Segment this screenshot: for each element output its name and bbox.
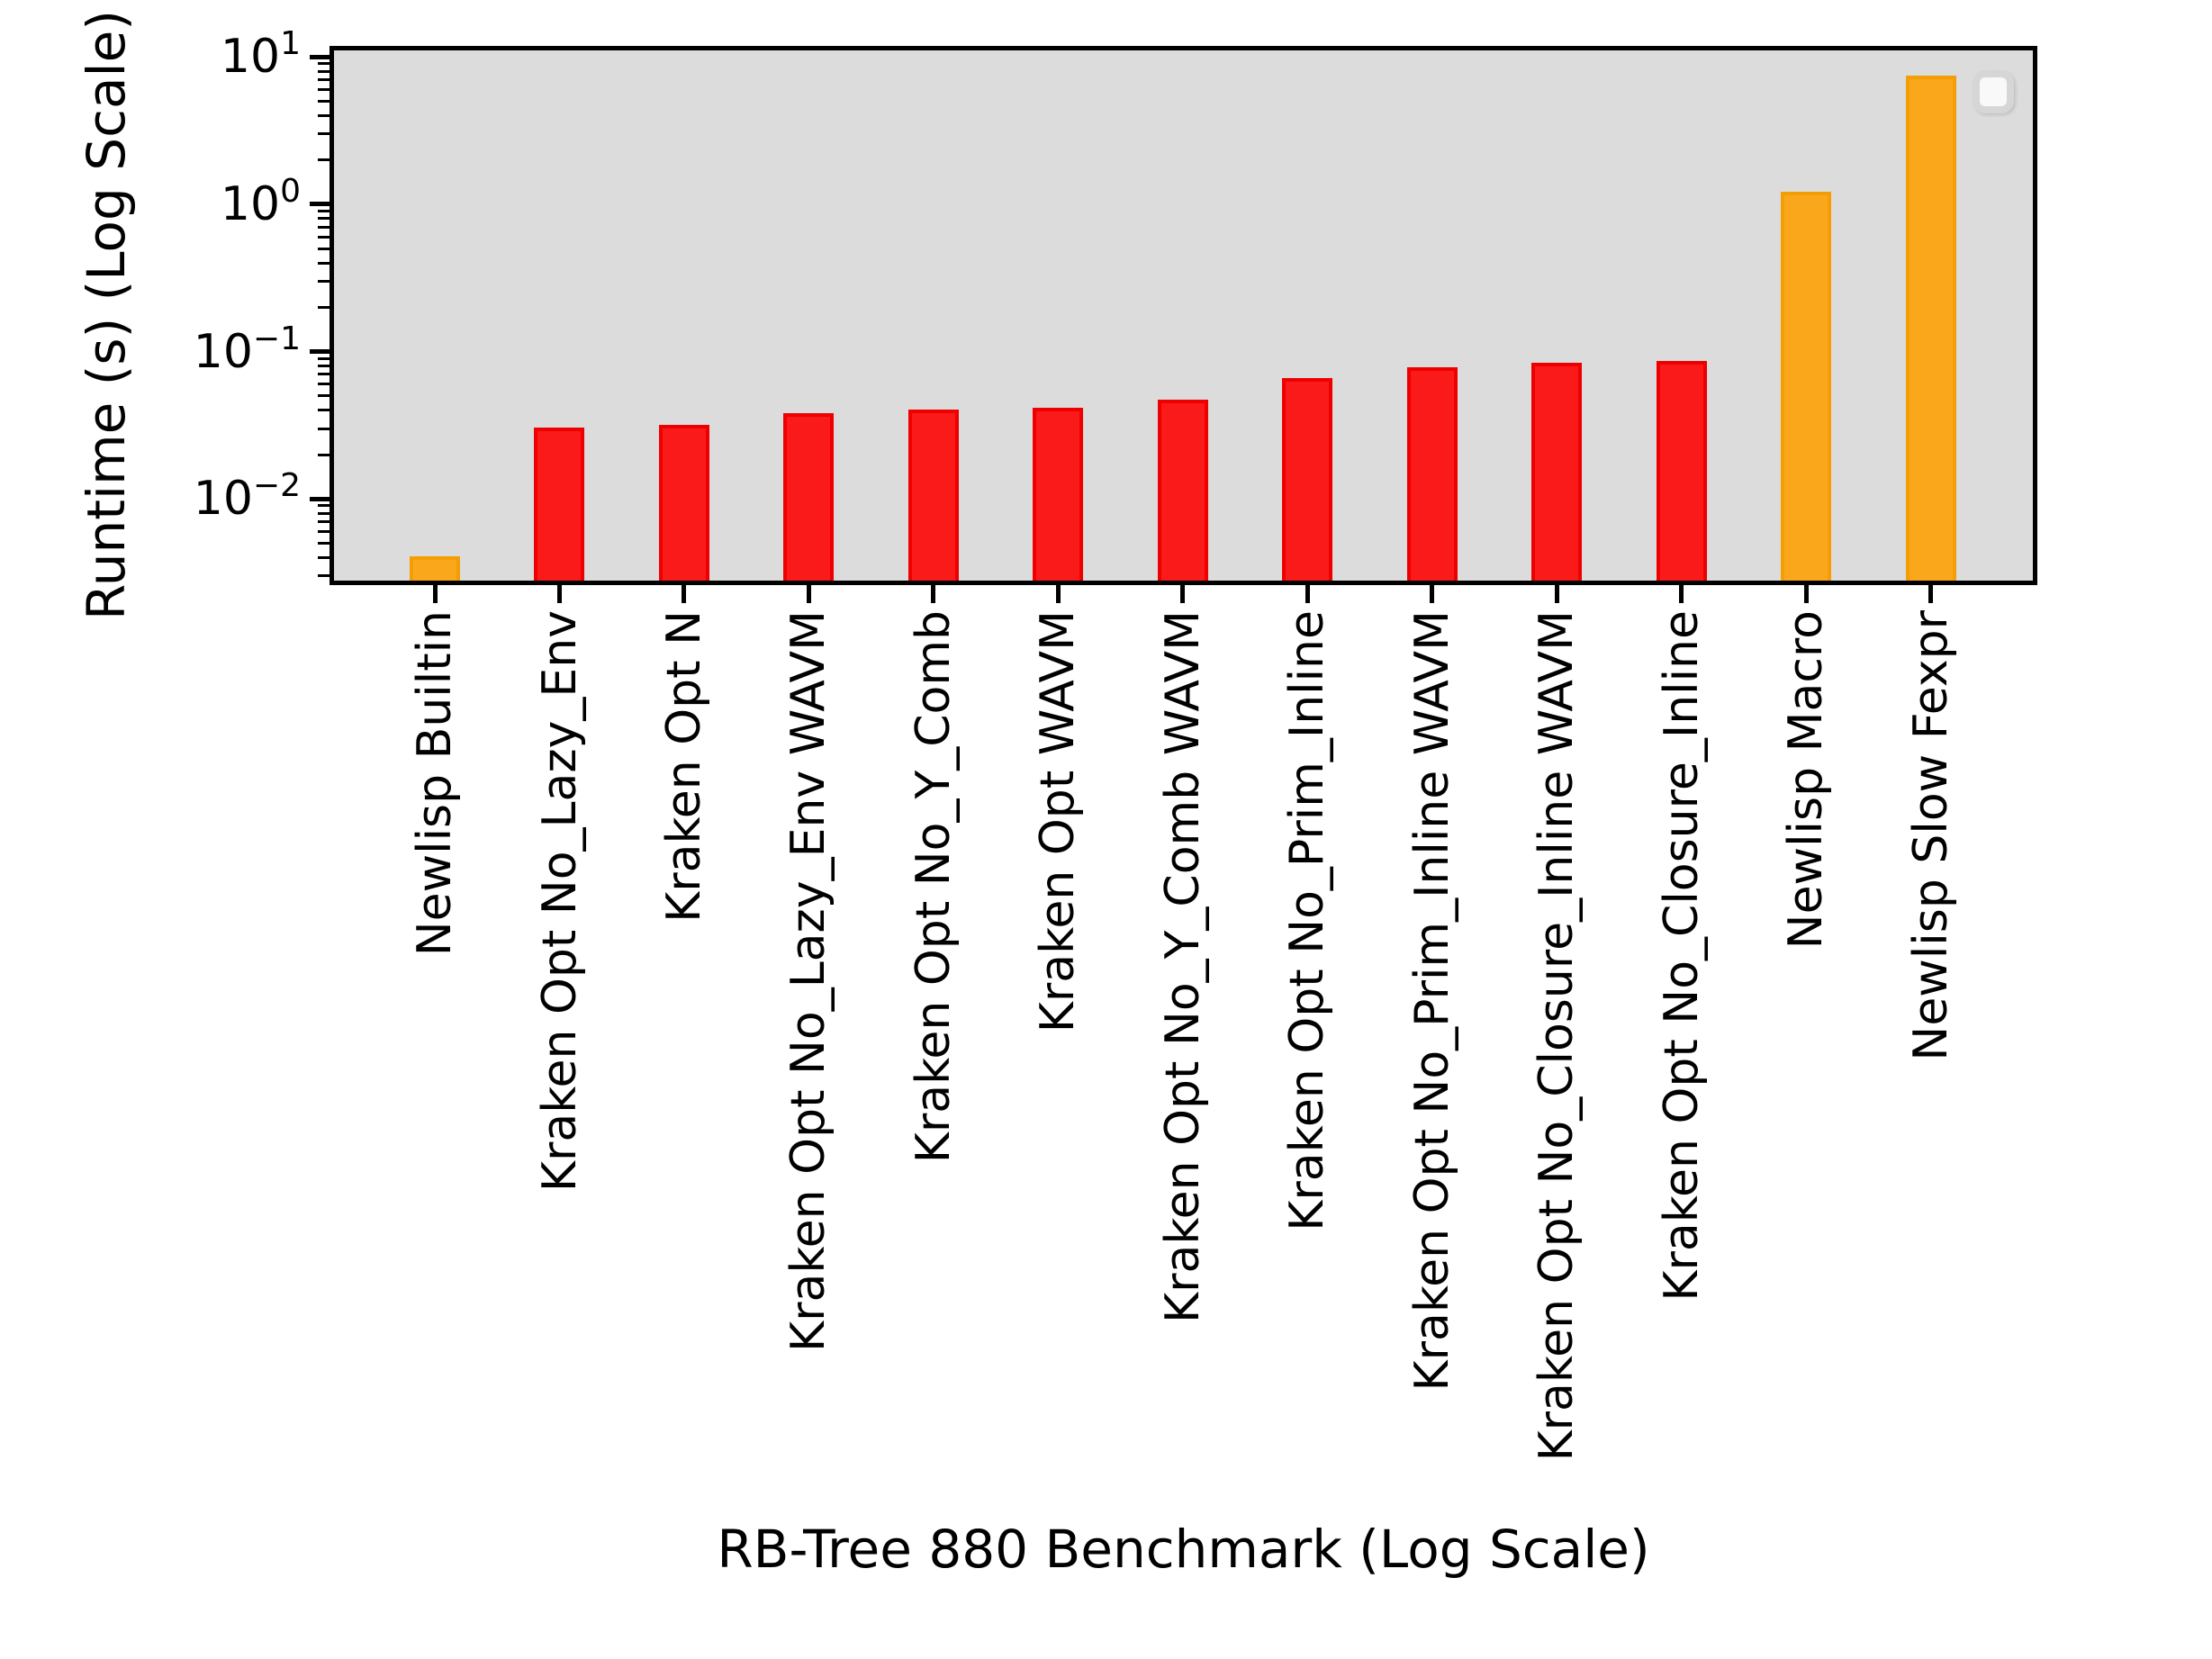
x-tick [1305, 585, 1310, 603]
y-minor-tick [318, 504, 330, 508]
y-minor-tick [318, 394, 330, 398]
y-minor-tick [318, 78, 330, 81]
x-tick [432, 585, 438, 603]
y-minor-tick [318, 217, 330, 221]
x-tick [1055, 585, 1061, 603]
y-minor-tick [318, 158, 330, 161]
bar-kraken-opt-no-lazy-env-wavm [783, 413, 835, 581]
bar-kraken-opt-no-closure-inline-wavm [1531, 363, 1583, 581]
bar-kraken-opt-no-lazy-env [534, 428, 585, 581]
bar-kraken-opt-no-closure-inline [1656, 360, 1707, 581]
y-axis-title-text: Runtime (s) (Log Scale) [76, 10, 137, 620]
y-major-tick [310, 496, 330, 501]
x-tick [1180, 585, 1186, 603]
y-minor-tick [318, 373, 330, 376]
bar-newlisp-builtin [410, 555, 460, 581]
legend-box [1973, 70, 2014, 113]
x-axis-title: RB-Tree 880 Benchmark (Log Scale) [717, 1519, 1650, 1580]
x-tick [557, 585, 562, 603]
bar-kraken-opt-no-prim-inline-wavm [1406, 367, 1458, 581]
x-tick [806, 585, 811, 603]
y-minor-tick [318, 209, 330, 212]
y-minor-tick [318, 542, 330, 545]
bar-newlisp-macro [1781, 192, 1832, 581]
y-minor-tick [318, 305, 330, 309]
y-minor-tick [318, 113, 330, 117]
bar-kraken-opt-no-prim-inline [1282, 377, 1333, 581]
y-minor-tick [318, 261, 330, 265]
bar-kraken-opt-n [658, 424, 709, 581]
y-tick-label: 101 [220, 25, 301, 85]
y-minor-tick [318, 511, 330, 515]
y-tick-label: 10−2 [193, 467, 301, 527]
y-minor-tick [318, 383, 330, 386]
y-minor-tick [318, 356, 330, 360]
plot-area [330, 46, 2037, 585]
y-minor-tick [318, 99, 330, 103]
y-major-tick [310, 202, 330, 207]
y-minor-tick [318, 225, 330, 229]
y-major-tick [310, 54, 330, 59]
bar-kraken-opt-no-y-comb [907, 409, 959, 581]
x-tick [1928, 585, 1933, 603]
y-minor-tick [318, 247, 330, 250]
bar-kraken-opt-wavm [1033, 408, 1084, 581]
y-minor-tick [318, 574, 330, 578]
y-minor-tick [318, 69, 330, 73]
bar-kraken-opt-no-y-comb-wavm [1157, 399, 1208, 581]
x-tick [1554, 585, 1559, 603]
y-minor-tick [318, 427, 330, 430]
x-tick [1430, 585, 1435, 603]
x-tick [1803, 585, 1809, 603]
y-minor-tick [318, 132, 330, 136]
y-tick-label: 10−1 [193, 320, 301, 379]
bar-newlisp-slow-fexpr [1905, 75, 1956, 581]
y-minor-tick [318, 555, 330, 559]
y-minor-tick [318, 87, 330, 91]
y-minor-tick [318, 409, 330, 412]
y-minor-tick [318, 62, 330, 66]
y-minor-tick [318, 279, 330, 283]
x-tick [931, 585, 936, 603]
y-major-tick [310, 349, 330, 354]
x-tick [682, 585, 687, 603]
y-minor-tick [318, 520, 330, 524]
y-minor-tick [318, 364, 330, 367]
y-tick-label: 100 [220, 172, 301, 231]
y-minor-tick [318, 453, 330, 456]
y-minor-tick [318, 530, 330, 534]
y-minor-tick [318, 235, 330, 239]
x-tick [1679, 585, 1684, 603]
